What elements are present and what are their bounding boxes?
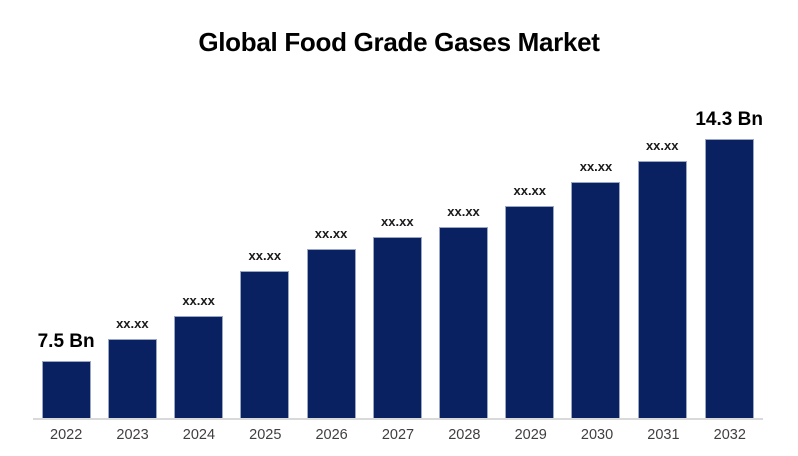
bar <box>505 206 555 418</box>
bar-value-label: xx.xx <box>116 315 149 331</box>
x-tick-label: 2027 <box>381 427 415 443</box>
bar-value-label: xx.xx <box>513 182 547 198</box>
x-tick-label: 2025 <box>249 427 282 443</box>
bar-value-label: xx.xx <box>182 292 215 308</box>
bar <box>41 361 91 418</box>
x-tick-label: 2029 <box>514 427 547 443</box>
bar <box>571 182 621 418</box>
x-tick-label: 2028 <box>448 427 481 443</box>
bar-column: xx.xx <box>629 137 695 418</box>
bar <box>372 237 422 418</box>
bars-row: 7.5 Bn xx.xx xx.xx xx.xx xx.xx xx.xx xx.xx xx.x… <box>33 109 763 418</box>
bar <box>306 249 356 418</box>
bar-column: 14.3 Bn <box>695 109 763 418</box>
bar-value-label: xx.xx <box>314 225 348 241</box>
bar-value-label: xx.xx <box>447 203 480 219</box>
bar-column: xx.xx <box>298 225 364 418</box>
x-tick-label: 2024 <box>182 427 216 443</box>
bar-column: xx.xx <box>563 158 629 418</box>
x-axis-ticks: 2022 2023 2024 2025 2026 2027 2028 2029 2030 2031… <box>33 427 763 443</box>
bar-value-label: xx.xx <box>579 158 613 174</box>
bar-column: xx.xx <box>364 213 430 418</box>
bar-value-label: 14.3 Bn <box>695 109 763 131</box>
bar-value-label: 7.5 Bn <box>37 331 95 353</box>
bar-value-label: xx.xx <box>645 137 679 153</box>
bar-column: 7.5 Bn <box>33 331 99 418</box>
bar <box>439 227 489 418</box>
bar-column: xx.xx <box>165 292 231 418</box>
bar-column: xx.xx <box>497 182 563 418</box>
bar <box>240 271 290 418</box>
bar-column: xx.xx <box>430 203 496 418</box>
x-axis-line <box>33 418 763 420</box>
bar <box>704 139 754 418</box>
bar-value-label: xx.xx <box>248 247 282 263</box>
bar-column: xx.xx <box>232 247 298 418</box>
bar-value-label: xx.xx <box>381 213 414 229</box>
x-tick-label: 2030 <box>580 427 614 443</box>
bar-column: xx.xx <box>99 315 165 418</box>
bar <box>107 339 157 418</box>
x-tick-label: 2023 <box>116 427 149 443</box>
bar <box>637 161 687 418</box>
chart-title: Global Food Grade Gases Market <box>198 27 600 57</box>
x-tick-label: 2032 <box>713 427 746 443</box>
bar <box>174 316 224 418</box>
x-tick-label: 2026 <box>315 427 348 443</box>
x-tick-label: 2022 <box>50 427 83 443</box>
x-tick-label: 2031 <box>647 427 680 443</box>
